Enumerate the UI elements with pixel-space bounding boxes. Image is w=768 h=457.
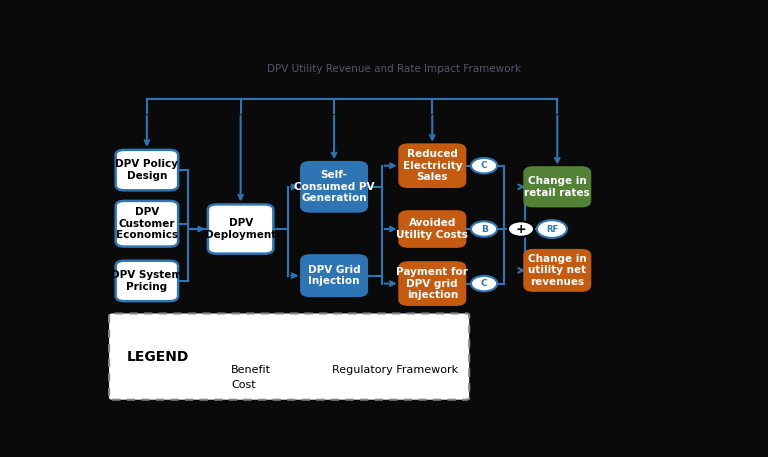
Text: B: B (481, 224, 488, 234)
Circle shape (471, 221, 497, 237)
Text: C: C (481, 279, 488, 288)
FancyBboxPatch shape (301, 162, 367, 212)
Text: LEGEND: LEGEND (127, 351, 190, 365)
Text: Cost: Cost (231, 380, 256, 389)
Text: DPV
Deployment: DPV Deployment (205, 218, 276, 240)
Text: C: C (213, 380, 220, 389)
Text: DPV Utility Revenue and Rate Impact Framework: DPV Utility Revenue and Rate Impact Fram… (266, 64, 521, 74)
Text: Avoided
Utility Costs: Avoided Utility Costs (396, 218, 468, 240)
FancyBboxPatch shape (525, 250, 590, 291)
Text: Change in
utility net
revenues: Change in utility net revenues (528, 254, 587, 287)
FancyBboxPatch shape (157, 324, 214, 354)
Text: DPV Policy
Design: DPV Policy Design (115, 159, 178, 181)
FancyBboxPatch shape (399, 262, 465, 305)
Text: Self-
Consumed PV
Generation: Self- Consumed PV Generation (294, 170, 374, 203)
FancyBboxPatch shape (116, 201, 178, 247)
FancyBboxPatch shape (109, 314, 469, 400)
FancyBboxPatch shape (301, 255, 367, 296)
Text: RF: RF (546, 224, 558, 234)
FancyBboxPatch shape (228, 324, 285, 354)
Circle shape (471, 276, 497, 291)
Text: +: + (515, 223, 526, 235)
Text: RF: RF (309, 365, 320, 374)
Text: C: C (481, 161, 488, 170)
Text: Benefit: Benefit (231, 365, 271, 375)
Text: Distribution
Utility: Distribution Utility (223, 328, 290, 350)
Circle shape (471, 158, 497, 173)
FancyBboxPatch shape (399, 144, 465, 187)
Text: Regulatory Framework: Regulatory Framework (333, 365, 458, 375)
Text: DPV
Customer
Economics: DPV Customer Economics (116, 207, 178, 240)
FancyBboxPatch shape (116, 150, 178, 190)
Text: DPV System
Owner: DPV System Owner (152, 328, 218, 350)
Text: DPV System
Pricing: DPV System Pricing (111, 270, 183, 292)
Text: Change in
retail rates: Change in retail rates (525, 176, 590, 197)
FancyBboxPatch shape (525, 167, 590, 206)
FancyBboxPatch shape (116, 260, 178, 301)
Circle shape (537, 220, 567, 238)
Text: DPV Grid
Injection: DPV Grid Injection (308, 265, 360, 287)
Circle shape (206, 378, 227, 391)
FancyBboxPatch shape (399, 212, 465, 247)
FancyBboxPatch shape (208, 204, 273, 254)
Circle shape (300, 361, 329, 378)
FancyBboxPatch shape (300, 324, 356, 354)
Text: Payment for
DPV grid
injection: Payment for DPV grid injection (396, 267, 468, 300)
Text: Reduced
Electricity
Sales: Reduced Electricity Sales (402, 149, 462, 182)
Text: B: B (213, 365, 220, 374)
Text: Ratepayers: Ratepayers (296, 334, 359, 344)
Circle shape (508, 221, 534, 237)
Circle shape (206, 363, 227, 376)
